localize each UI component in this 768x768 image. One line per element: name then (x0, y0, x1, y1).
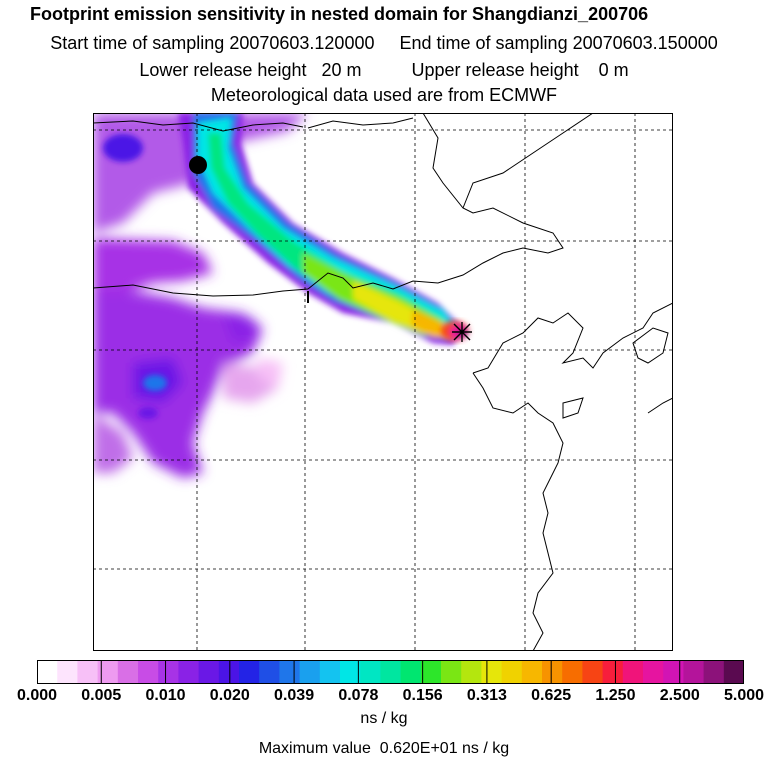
colorbar-segment (562, 660, 583, 684)
colorbar-tick-label: 5.000 (723, 687, 765, 704)
colorbar-segment (340, 660, 361, 684)
colorbar-tick-label: 1.250 (595, 687, 636, 704)
colorbar-segment (723, 660, 744, 684)
colorbar-segment (501, 660, 523, 684)
colorbar-tick-label: 0.000 (16, 687, 58, 704)
colorbar-segment (218, 660, 240, 684)
max-value-label: Maximum value 0.620E+01 ns / kg (258, 740, 510, 757)
colorbar-tick-label: 2.500 (659, 687, 700, 704)
colorbar-segment (360, 660, 381, 684)
colorbar-tick-label: 0.039 (274, 687, 315, 704)
colorbar-segment (441, 660, 462, 684)
colorbar-segment (622, 660, 644, 684)
colorbar-segment (239, 660, 260, 684)
colorbar-segment (97, 660, 119, 684)
colorbar-segment (643, 660, 664, 684)
colorbar-segment (663, 660, 684, 684)
colorbar-segment (319, 660, 341, 684)
colorbar-frame (37, 660, 744, 684)
colorbar-segment (77, 660, 99, 684)
colorbar-segment (37, 660, 58, 684)
colorbar-unit: ns / kg (360, 710, 408, 727)
colorbar-segment (542, 660, 563, 684)
colorbar-tick-label: 0.078 (338, 687, 379, 704)
footprint-plume (178, 113, 463, 345)
colorbar-segment (259, 660, 280, 684)
colorbar-tick-label: 0.156 (402, 687, 443, 704)
upper-height-label: Upper release height 0 m (411, 60, 629, 80)
graticule (93, 113, 673, 651)
colorbar-segment (178, 660, 200, 684)
colorbar-segment (380, 660, 402, 684)
colorbar-tick-label: 0.005 (81, 687, 122, 704)
colorbar-tick-label: 0.625 (531, 687, 572, 704)
colorbar-segment (461, 660, 482, 684)
colorbar-segment (198, 660, 220, 684)
colorbar-segment (117, 660, 139, 684)
colorbar-segment (57, 660, 78, 684)
footprint-hotspots-west (103, 134, 167, 419)
colorbar-segment (582, 660, 604, 684)
colorbar-tick-label: 0.020 (209, 687, 250, 704)
colorbar-segment (481, 660, 503, 684)
star-icon (452, 322, 472, 342)
colorbar-segment (602, 660, 624, 684)
colorbar (37, 660, 744, 684)
lower-height-label: Lower release height 20 m (139, 60, 362, 80)
footprint-field-west (93, 113, 308, 478)
colorbar-segment (279, 660, 301, 684)
colorbar-segment (400, 660, 422, 684)
footprint-map (93, 113, 673, 651)
colorbar-segment (299, 660, 321, 684)
colorbar-segment (521, 660, 543, 684)
dot-icon (189, 156, 207, 174)
colorbar-segment (158, 660, 179, 684)
colorbar-segment (703, 660, 725, 684)
colorbar-tick-label: 0.010 (145, 687, 186, 704)
sampling-times: Start time of sampling 20070603.120000 E… (0, 33, 768, 54)
colorbar-segment (420, 660, 442, 684)
met-data-label: Meteorological data used are from ECMWF (210, 85, 558, 105)
end-time-label: End time of sampling 20070603.150000 (399, 33, 718, 53)
colorbar-segment (683, 660, 705, 684)
start-time-label: Start time of sampling 20070603.120000 (50, 33, 375, 53)
coastlines (93, 113, 673, 651)
map-title: Footprint emission sensitivity in nested… (30, 4, 649, 24)
colorbar-tick-label: 0.313 (466, 687, 507, 704)
release-heights: Lower release height 20 m Upper release … (0, 60, 768, 81)
colorbar-segment (138, 660, 159, 684)
release-point-hotspot (441, 321, 469, 341)
